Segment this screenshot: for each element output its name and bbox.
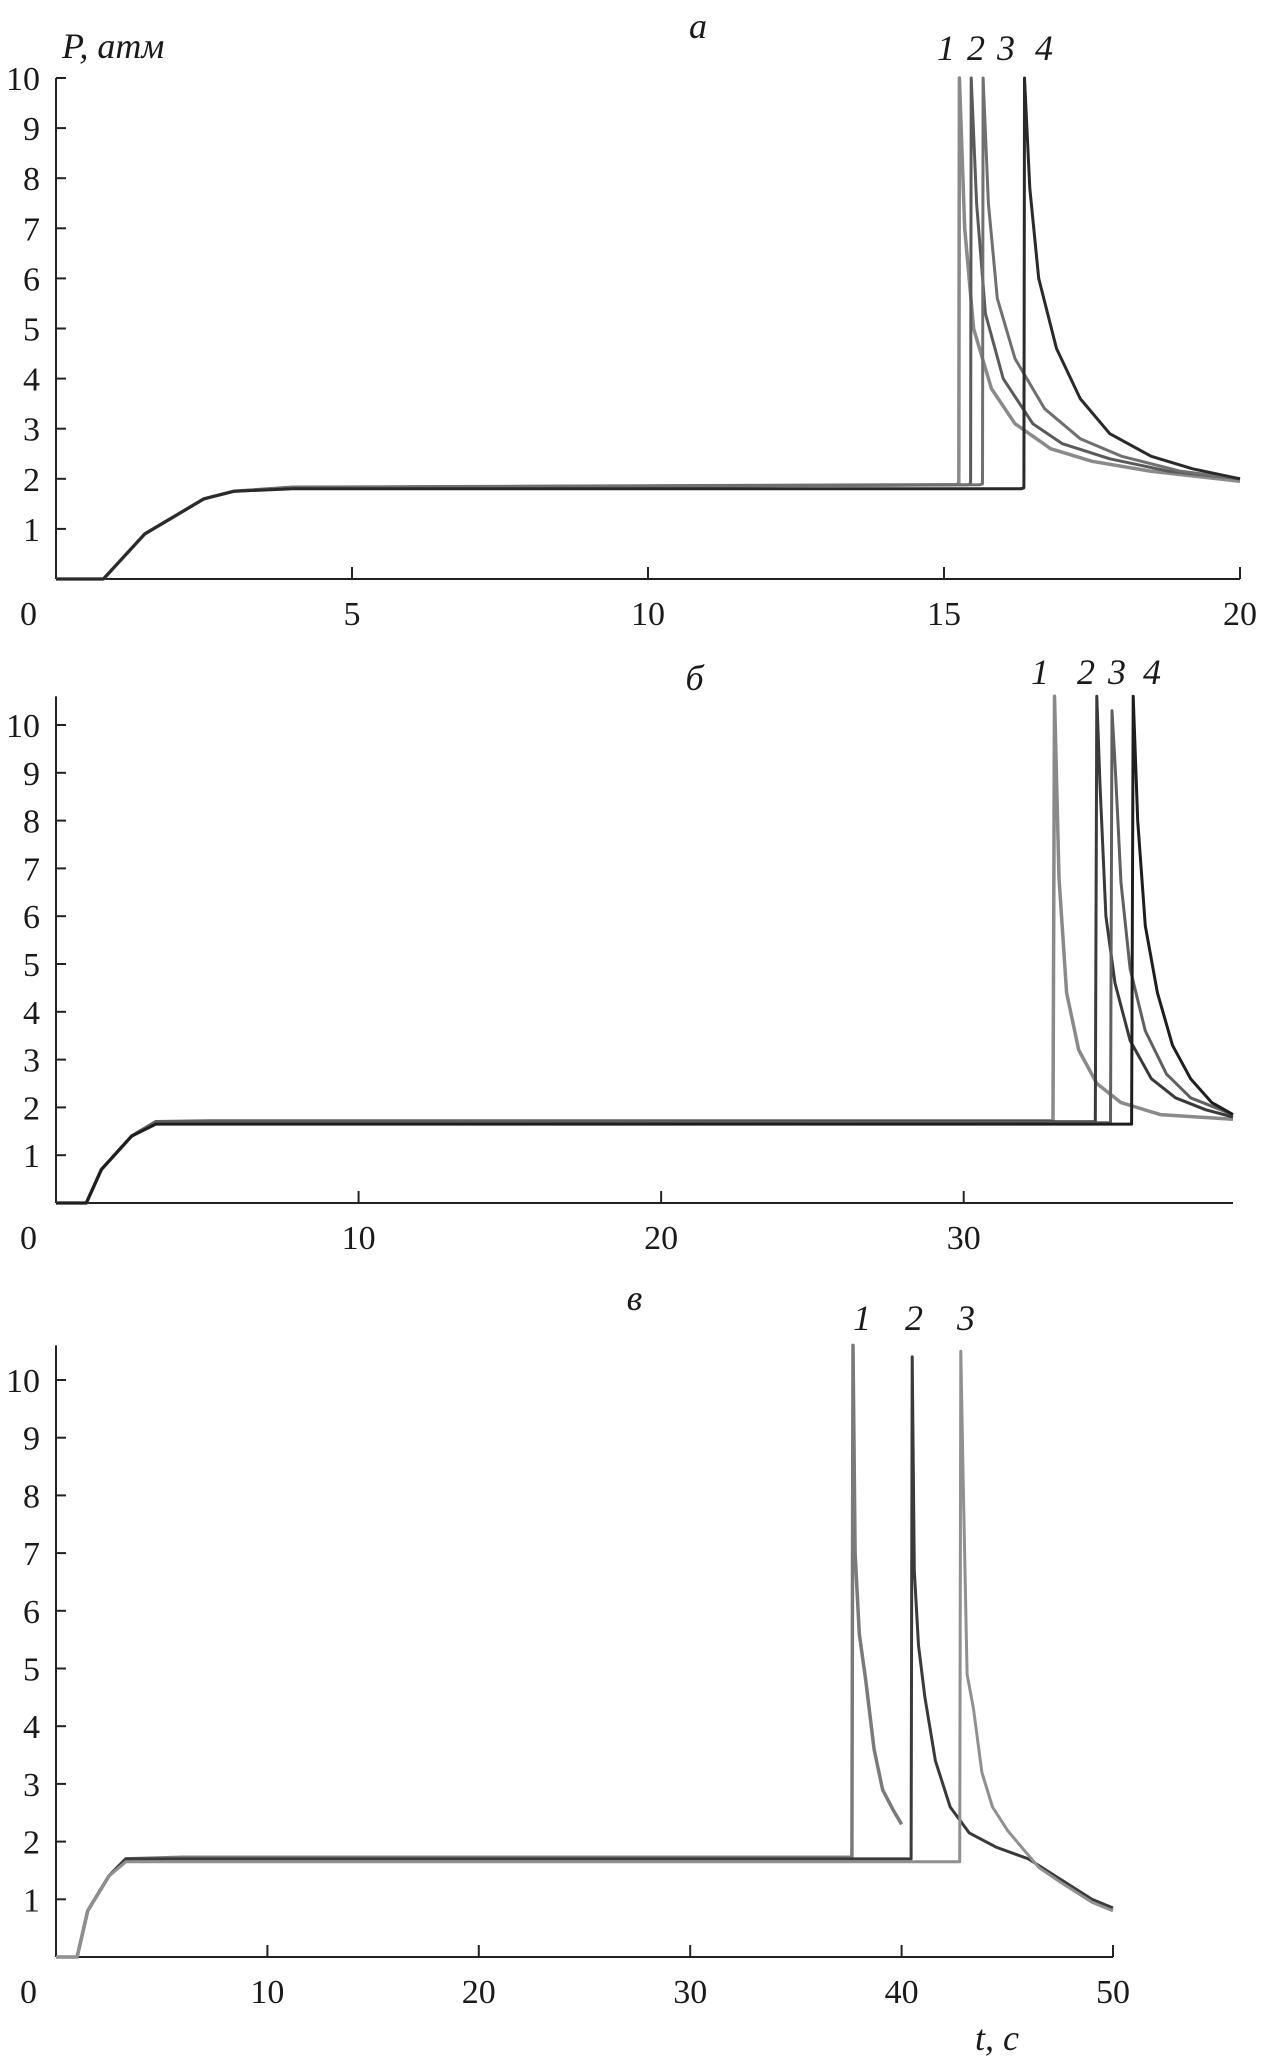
y-tick-label: 4 bbox=[23, 362, 40, 399]
panel-label: б bbox=[685, 658, 705, 698]
y-tick-label: 9 bbox=[23, 111, 40, 148]
y-tick-label: 8 bbox=[23, 804, 40, 841]
y-tick-label: 5 bbox=[23, 1652, 40, 1689]
x-tick-label: 0 bbox=[20, 596, 37, 633]
y-tick-label: 7 bbox=[23, 211, 40, 248]
y-tick-label: 4 bbox=[23, 1709, 40, 1746]
y-tick-label: 8 bbox=[23, 1478, 40, 1515]
x-tick-label: 20 bbox=[462, 1974, 496, 2011]
x-tick-label: 20 bbox=[1223, 596, 1257, 633]
y-tick-label: 7 bbox=[23, 1536, 40, 1573]
y-tick-label: 6 bbox=[23, 261, 40, 298]
y-tick-label: 1 bbox=[23, 1138, 40, 1175]
y-tick-label: 10 bbox=[6, 1363, 40, 1400]
y-tick-label: 9 bbox=[23, 1421, 40, 1458]
series-label-2: 2 bbox=[967, 28, 985, 68]
series-label-1: 1 bbox=[853, 1298, 871, 1338]
x-tick-label: 5 bbox=[344, 596, 361, 633]
x-tick-label: 40 bbox=[885, 1974, 919, 2011]
x-axis-label: t, с bbox=[975, 2018, 1019, 2058]
x-tick-label: 10 bbox=[250, 1974, 284, 2011]
series-line-3 bbox=[56, 1349, 1114, 1959]
y-tick-label: 10 bbox=[6, 61, 40, 98]
series-label-4: 4 bbox=[1143, 652, 1161, 692]
y-tick-label: 10 bbox=[6, 708, 40, 745]
y-tick-label: 3 bbox=[23, 412, 40, 449]
y-tick-label: 3 bbox=[23, 1043, 40, 1080]
x-tick-label: 50 bbox=[1096, 1974, 1130, 2011]
y-tick-label: 3 bbox=[23, 1767, 40, 1804]
y-tick-label: 1 bbox=[23, 512, 40, 549]
series-label-2: 2 bbox=[905, 1298, 923, 1338]
y-tick-label: 8 bbox=[23, 161, 40, 198]
x-tick-label: 20 bbox=[644, 1220, 678, 1257]
series-line-1 bbox=[56, 694, 1234, 1205]
panel-label: в bbox=[627, 1278, 643, 1318]
y-tick-label: 2 bbox=[23, 1090, 40, 1127]
x-tick-label: 30 bbox=[947, 1220, 981, 1257]
x-tick-label: 0 bbox=[20, 1974, 37, 2011]
x-tick-label: 15 bbox=[927, 596, 961, 633]
series-line-2 bbox=[56, 1355, 1114, 1959]
y-tick-label: 5 bbox=[23, 947, 40, 984]
y-tick-label: 6 bbox=[23, 1594, 40, 1631]
series-label-2: 2 bbox=[1077, 652, 1095, 692]
panel-label: а bbox=[689, 6, 707, 46]
series-label-3: 3 bbox=[1107, 652, 1126, 692]
y-tick-label: 6 bbox=[23, 899, 40, 936]
series-label-3: 3 bbox=[996, 28, 1015, 68]
y-tick-label: 9 bbox=[23, 756, 40, 793]
x-tick-label: 30 bbox=[673, 1974, 707, 2011]
y-tick-label: 7 bbox=[23, 851, 40, 888]
x-tick-label: 0 bbox=[20, 1220, 37, 1257]
x-tick-label: 10 bbox=[342, 1220, 376, 1257]
y-tick-label: 5 bbox=[23, 312, 40, 349]
series-line-2 bbox=[56, 76, 1241, 581]
y-axis-label: P, атм bbox=[61, 26, 164, 66]
series-label-4: 4 bbox=[1035, 28, 1053, 68]
series-line-4 bbox=[56, 694, 1234, 1205]
series-label-1: 1 bbox=[937, 28, 955, 68]
series-label-1: 1 bbox=[1031, 652, 1049, 692]
series-line-1 bbox=[56, 1343, 904, 1959]
series-line-3 bbox=[56, 76, 1241, 581]
y-tick-label: 2 bbox=[23, 1825, 40, 1862]
series-line-4 bbox=[56, 76, 1241, 581]
series-line-1 bbox=[56, 76, 1241, 581]
series-label-3: 3 bbox=[956, 1298, 975, 1338]
y-tick-label: 2 bbox=[23, 462, 40, 499]
y-tick-label: 1 bbox=[23, 1882, 40, 1919]
x-tick-label: 10 bbox=[631, 596, 665, 633]
y-tick-label: 4 bbox=[23, 995, 40, 1032]
